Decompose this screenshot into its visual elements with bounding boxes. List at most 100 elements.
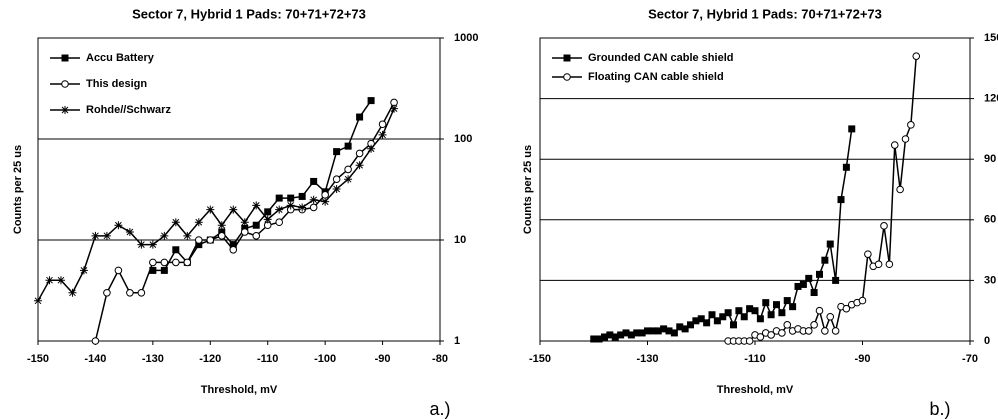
marker: [713, 317, 721, 325]
marker: [217, 232, 226, 240]
chart-title: Sector 7, Hybrid 1 Pads: 70+71+72+73: [132, 6, 366, 21]
marker: [606, 331, 614, 339]
marker: [617, 331, 625, 339]
marker: [563, 73, 571, 81]
marker: [172, 258, 180, 267]
marker: [194, 218, 203, 227]
marker: [309, 195, 318, 204]
marker: [378, 130, 387, 139]
marker: [344, 175, 353, 184]
marker: [880, 222, 888, 230]
series-line: [593, 128, 853, 340]
annotation: b.): [929, 399, 950, 419]
marker: [778, 309, 786, 317]
series-line: [37, 108, 395, 302]
legend-label: Accu Battery: [86, 52, 155, 64]
marker: [114, 221, 123, 230]
marker: [160, 231, 169, 240]
marker: [356, 113, 364, 121]
marker: [252, 221, 260, 229]
marker: [252, 201, 261, 210]
marker: [45, 276, 54, 285]
marker: [298, 203, 307, 212]
y-tick-label: 90: [984, 153, 996, 165]
marker: [821, 256, 829, 264]
marker: [831, 327, 840, 335]
x-tick-label: -100: [314, 353, 336, 365]
marker: [102, 231, 111, 240]
marker: [114, 266, 123, 275]
marker: [660, 325, 668, 333]
marker: [778, 329, 786, 337]
marker: [649, 327, 657, 335]
x-tick-label: -150: [529, 353, 551, 365]
y-axis-label: Counts per 25 us: [522, 145, 534, 234]
marker: [816, 270, 823, 278]
y-tick-label: 60: [984, 214, 996, 226]
marker: [783, 297, 791, 305]
marker: [601, 333, 608, 341]
marker: [697, 315, 705, 323]
annotation: a.): [429, 399, 450, 419]
marker: [56, 276, 65, 285]
marker: [890, 141, 899, 149]
marker: [767, 311, 775, 319]
marker: [148, 240, 157, 249]
marker: [719, 313, 727, 321]
marker: [730, 321, 737, 329]
marker: [321, 191, 329, 199]
marker: [183, 258, 192, 267]
marker: [287, 194, 295, 202]
marker: [703, 319, 711, 327]
marker: [756, 333, 765, 341]
marker: [746, 305, 754, 313]
marker: [810, 321, 818, 329]
y-tick-label: 0: [984, 335, 990, 347]
marker: [842, 163, 850, 171]
marker: [805, 274, 813, 282]
marker: [217, 221, 226, 230]
x-tick-label: -130: [142, 353, 164, 365]
chart-title: Sector 7, Hybrid 1 Pads: 70+71+72+73: [648, 6, 882, 21]
y-tick-label: 10: [454, 234, 466, 246]
marker: [240, 228, 249, 236]
x-tick-label: -110: [744, 353, 765, 365]
marker: [670, 329, 678, 337]
marker: [68, 288, 77, 297]
marker: [638, 329, 646, 337]
marker: [622, 329, 630, 337]
marker: [826, 240, 834, 248]
marker: [789, 303, 797, 311]
x-tick-label: -110: [257, 353, 278, 365]
marker: [229, 245, 238, 254]
marker: [378, 120, 387, 129]
marker: [896, 185, 904, 194]
y-axis-label: Counts per 25 us: [12, 145, 24, 234]
marker: [842, 304, 851, 313]
marker: [595, 335, 603, 343]
marker: [195, 241, 203, 249]
marker: [172, 246, 180, 254]
marker: [183, 231, 192, 240]
marker: [264, 208, 272, 216]
marker: [286, 201, 295, 210]
legend-label: This design: [86, 78, 147, 90]
marker: [762, 299, 770, 307]
marker: [804, 327, 813, 335]
marker: [137, 240, 146, 249]
marker: [740, 313, 748, 321]
marker: [821, 327, 829, 335]
marker: [298, 192, 306, 200]
x-tick-label: -90: [375, 353, 391, 365]
marker: [263, 215, 272, 224]
x-axis-label: Threshold, mV: [201, 384, 278, 396]
y-tick-label: 30: [984, 274, 996, 286]
marker: [810, 289, 818, 297]
marker: [126, 289, 134, 297]
marker: [644, 327, 651, 335]
marker: [137, 289, 146, 297]
x-tick-label: -150: [27, 353, 49, 365]
x-tick-label: -80: [432, 353, 448, 365]
marker: [125, 228, 134, 237]
